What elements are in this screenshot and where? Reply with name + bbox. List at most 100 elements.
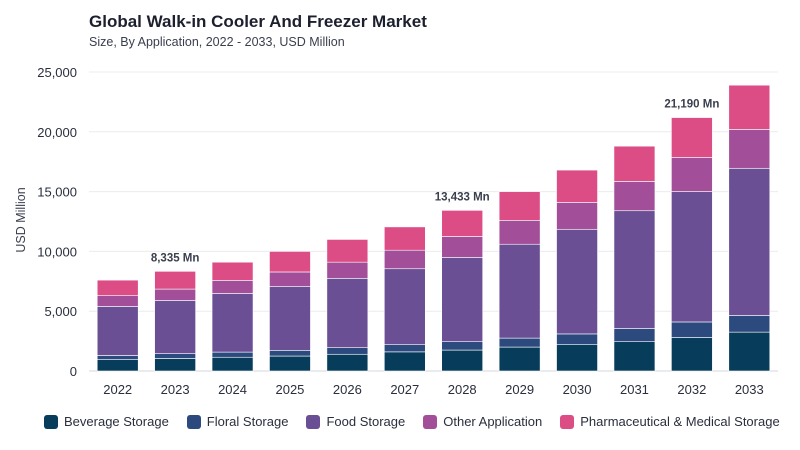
bar-segment-floral-storage [326,347,369,355]
bar-segment-floral-storage [383,344,426,353]
legend-label: Beverage Storage [64,414,169,429]
legend-item-beverage-storage: Beverage Storage [44,414,169,429]
bar-segment-pharmaceutical-medical-storage [671,117,713,158]
bar-segment-food-storage [728,167,771,316]
data-label: 21,190 Mn [664,99,719,111]
bar-segment-beverage-storage [728,331,771,372]
legend-item-floral-storage: Floral Storage [186,414,289,429]
bar-segment-other-application [383,249,426,270]
bar-segment-floral-storage [613,328,656,342]
bar-segment-other-application [269,271,311,287]
bar-segment-beverage-storage [441,349,484,372]
bar-segment-food-storage [211,293,254,353]
bar-segment-food-storage [556,228,598,335]
bar-segment-other-application [96,295,139,307]
bar-segment-floral-storage [269,350,311,357]
bar-segment-floral-storage [154,353,196,359]
legend-label: Floral Storage [206,414,289,429]
bar-segment-pharmaceutical-medical-storage [728,84,771,130]
bar-segment-food-storage [383,268,426,345]
bar-segment-floral-storage [498,337,541,348]
bar-segment-beverage-storage [154,358,196,372]
data-label: 13,433 Mn [435,191,490,203]
chart-legend: Beverage Storage Floral Storage Food Sto… [44,414,798,429]
legend-swatch [560,414,575,429]
legend-swatch [44,414,58,429]
bar-segment-beverage-storage [269,355,311,372]
bar-segment-floral-storage [728,315,771,333]
bar-segment-beverage-storage [211,356,254,372]
y-tick-label: 15,000 [37,185,77,200]
bar-segment-floral-storage [96,355,139,360]
bar-segment-pharmaceutical-medical-storage [498,191,541,221]
bar-segment-food-storage [326,278,369,348]
bar-segment-beverage-storage [671,337,713,372]
legend-label: Other Application [443,414,543,429]
bar-segment-other-application [613,181,656,212]
y-axis-title: USD Million [14,187,28,252]
bar-segment-beverage-storage [96,359,139,372]
x-tick-label: 2030 [563,382,592,397]
legend-item-food-storage: Food Storage [306,414,405,429]
bar-segment-other-application [556,202,598,230]
bar-segment-floral-storage [441,341,484,351]
bar-segment-other-application [671,157,713,192]
bar-segment-food-storage [269,286,311,351]
bar-segment-pharmaceutical-medical-storage [441,210,484,237]
data-label: 8,335 Mn [151,252,200,264]
bar-segment-other-application [326,261,369,279]
x-tick-label: 2031 [620,382,649,397]
bar-segment-beverage-storage [498,346,541,372]
bar-segment-food-storage [671,191,713,323]
y-tick-label: 20,000 [37,125,77,140]
bar-segment-pharmaceutical-medical-storage [269,251,311,273]
legend-swatch [306,414,321,429]
bar-segment-beverage-storage [556,344,598,372]
legend-swatch [186,414,201,429]
x-tick-label: 2024 [218,382,247,397]
bar-segment-floral-storage [211,351,254,358]
bar-segment-food-storage [441,257,484,342]
legend-item-other-application: Other Application [423,414,542,429]
chart-title: Global Walk-in Cooler And Freezer Market [89,12,427,31]
x-tick-label: 2023 [161,382,190,397]
bar-segment-other-application [498,220,541,245]
bar-segment-beverage-storage [326,353,369,372]
x-tick-label: 2025 [275,382,304,397]
bar-segment-food-storage [96,306,139,356]
bar-segment-pharmaceutical-medical-storage [326,239,369,263]
x-tick-label: 2028 [448,382,477,397]
bar-segment-other-application [211,280,254,294]
x-tick-label: 2033 [735,382,764,397]
legend-label: Food Storage [326,414,406,429]
y-tick-label: 0 [70,364,77,379]
bar-segment-pharmaceutical-medical-storage [96,279,139,296]
chart-subtitle: Size, By Application, 2022 - 2033, USD M… [89,35,345,49]
bar-segment-pharmaceutical-medical-storage [383,226,426,251]
x-tick-label: 2022 [103,382,132,397]
bar-segment-food-storage [613,210,656,329]
bar-segment-pharmaceutical-medical-storage [211,261,254,281]
legend-swatch [423,414,438,429]
bar-segment-pharmaceutical-medical-storage [556,169,598,203]
bar-segment-floral-storage [671,321,713,338]
bar-segment-food-storage [154,300,196,354]
bar-segment-other-application [154,288,196,301]
bar-segment-beverage-storage [613,341,656,372]
x-tick-label: 2026 [333,382,362,397]
bar-segment-floral-storage [556,333,598,345]
y-tick-label: 5,000 [44,304,77,319]
bar-segment-other-application [728,129,771,169]
x-tick-label: 2027 [390,382,419,397]
bar-segment-pharmaceutical-medical-storage [613,145,656,182]
bar-segment-other-application [441,236,484,258]
legend-label: Pharmaceutical & Medical Storage [580,414,780,429]
bar-segment-beverage-storage [383,351,426,372]
y-tick-label: 10,000 [37,244,77,259]
bar-segment-pharmaceutical-medical-storage [154,271,196,290]
x-tick-label: 2032 [677,382,706,397]
bar-segment-food-storage [498,243,541,339]
x-tick-label: 2029 [505,382,534,397]
legend-item-pharmaceutical-medical-storage: Pharmaceutical & Medical Storage [560,414,780,429]
